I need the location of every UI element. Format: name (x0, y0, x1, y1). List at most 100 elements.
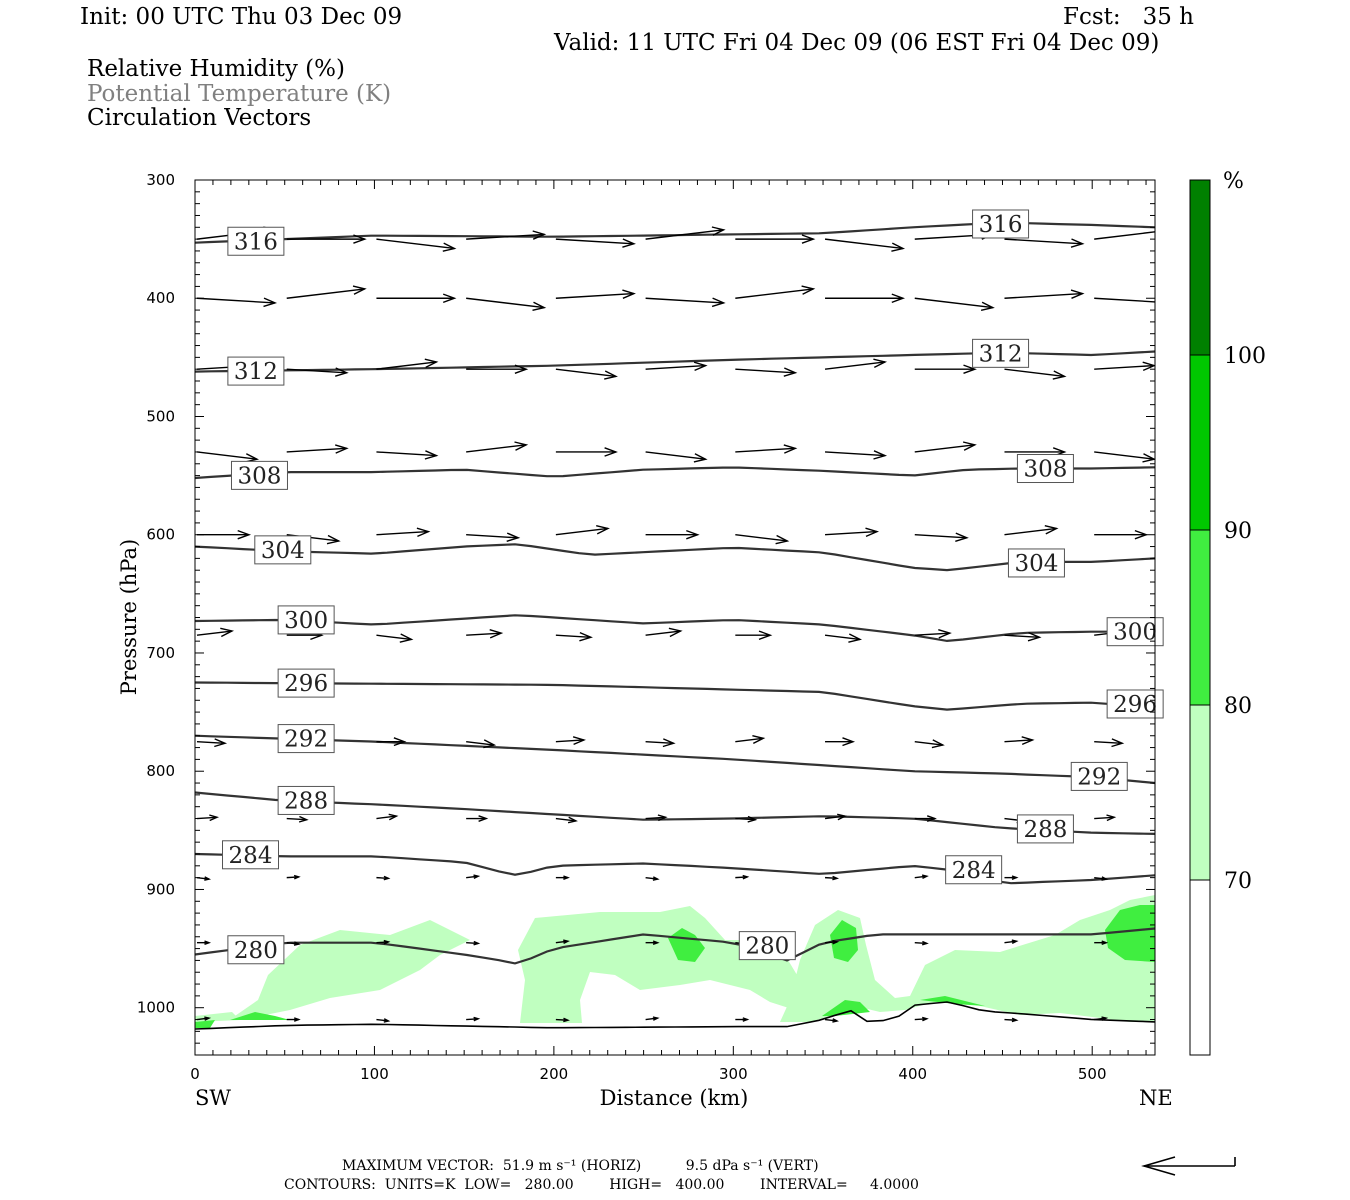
circulation-vector-head (442, 293, 457, 304)
reference-vector-icon (1141, 1156, 1236, 1176)
contour-label-box (1106, 689, 1164, 719)
contour-label: 312 (972, 338, 1030, 368)
circulation-vector-head (1142, 453, 1155, 463)
circulation-vector (555, 238, 634, 245)
rh-70-region (518, 906, 800, 1023)
contour-label: 288 (1016, 814, 1074, 844)
circulation-vector (286, 368, 347, 374)
circulation-vector-head (1070, 289, 1085, 299)
contour-label: 284 (945, 855, 1003, 885)
circulation-vector-head (837, 813, 848, 821)
theta-contour (195, 614, 1155, 643)
rh-70-region (195, 1012, 240, 1022)
circulation-vector-head (1111, 738, 1125, 748)
contour-label-text: 288 (284, 788, 328, 814)
circulation-vector-head (483, 739, 497, 749)
circulation-vector-head (352, 285, 367, 295)
circulation-vector (466, 740, 495, 746)
contour-label: 292 (1070, 761, 1128, 791)
circulation-vector-head (1011, 939, 1019, 945)
contour-label-box (972, 338, 1030, 368)
circulation-vector-head (1027, 631, 1042, 642)
circulation-vector-head (399, 633, 414, 643)
circulation-vector (914, 444, 975, 453)
circulation-vector-head (955, 532, 969, 542)
circulation-vector-head (263, 297, 278, 308)
circulation-vector-head (596, 525, 610, 535)
circulation-vector-head (711, 226, 726, 236)
theta-contour (195, 681, 1155, 711)
circulation-vector (1004, 634, 1040, 639)
circulation-vector-head (752, 735, 766, 745)
circulation-vector (286, 447, 347, 453)
y-tick-label: 1000 (137, 999, 175, 1017)
circulation-vector (555, 527, 608, 536)
circulation-vector-head (416, 527, 431, 538)
contour-label-box (254, 535, 312, 565)
circulation-vector (914, 534, 967, 539)
circulation-vector (286, 817, 307, 821)
circulation-vector-head (758, 630, 773, 641)
init-time: Init: 00 UTC Thu 03 Dec 09 (80, 4, 403, 30)
circulation-vector (466, 534, 519, 539)
circulation-vector (196, 297, 276, 304)
circulation-vector-head (931, 739, 945, 749)
circulation-vector (1004, 739, 1033, 743)
circulation-vector-head (473, 1016, 481, 1022)
circulation-vector (376, 530, 429, 536)
circulation-vector-head (293, 1017, 301, 1022)
contour-label-box (277, 668, 335, 698)
y-tick-label: 700 (146, 644, 175, 662)
circulation-vector-head (514, 441, 529, 451)
circulation-vector-head (334, 444, 349, 454)
circulation-vector (914, 297, 993, 309)
circulation-vector (645, 297, 724, 304)
circulation-vector-head (204, 940, 212, 945)
theta-contour (195, 791, 1155, 835)
circulation-vector-head (293, 941, 301, 946)
circulation-vector-head (622, 238, 636, 248)
circulation-vector-head (832, 939, 840, 945)
circulation-vector-head (353, 234, 367, 244)
circulation-vector (555, 634, 591, 639)
circulation-vector (1094, 297, 1155, 303)
contour-label-text: 312 (234, 359, 278, 385)
contour-label: 304 (254, 535, 312, 565)
circulation-vector (1094, 740, 1123, 745)
circulation-vector-head (532, 230, 547, 240)
circulation-vector-head (1106, 814, 1117, 822)
circulation-vector-head (1021, 736, 1035, 746)
circulation-vector-head (711, 297, 726, 308)
circulation-vector (466, 233, 545, 240)
circulation-vector (914, 740, 943, 746)
contour-label-text: 308 (238, 463, 282, 489)
circulation-vector-head (579, 631, 593, 642)
contour-labels: 316 316 312 312 308 308 304 304 300 300 296 296 292 2… (222, 209, 1164, 965)
contour-label-box (1016, 814, 1074, 844)
x-tick-label: 100 (360, 1065, 389, 1083)
circulation-vector-head (622, 289, 636, 299)
colorbar-segment-70 (1189, 704, 1211, 881)
circulation-vector-head (1101, 1016, 1109, 1021)
contour-label-box (1007, 548, 1065, 578)
x-tick-label: 300 (719, 1065, 748, 1083)
circulation-vector (1094, 816, 1115, 820)
circulation-vector (824, 815, 846, 820)
contour-label-text: 312 (979, 341, 1023, 367)
x-tick-label: 400 (898, 1065, 927, 1083)
contour-label-text: 296 (284, 671, 328, 697)
circulation-vector-head (237, 529, 252, 540)
circulation-vector-head (298, 815, 309, 823)
circulation-vector (1094, 364, 1155, 370)
colorbar-label-100: 100 (1224, 344, 1266, 369)
circulation-vector (645, 451, 706, 460)
circulation-vector-head (657, 814, 668, 822)
theta-contour (195, 927, 1155, 965)
circulation-vector (645, 229, 724, 240)
circulation-vector-head (489, 629, 504, 639)
circulation-vector-head (1142, 361, 1155, 372)
circulation-vector-head (563, 875, 570, 880)
circulation-vector (196, 630, 233, 636)
circulation-vector (555, 817, 576, 822)
circulation-vector (735, 817, 756, 821)
